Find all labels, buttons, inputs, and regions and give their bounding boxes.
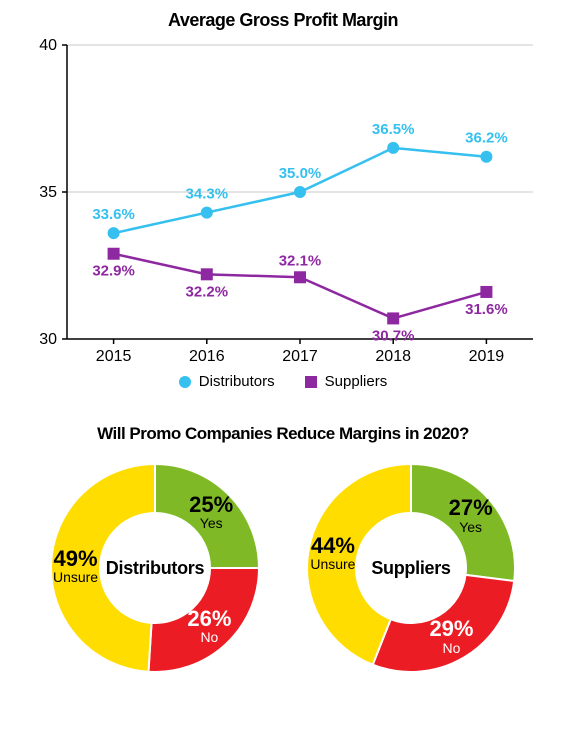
line-chart-svg: 30 35 40 2015 2016 2017 2018 2019 33.6% 34.3% 35.0… <box>23 37 543 367</box>
x-tick-label: 2019 <box>469 348 505 365</box>
donut-chart: 27%Yes29%No44%UnsureSuppliers <box>301 458 521 678</box>
series-point <box>201 268 213 280</box>
donut-center-label: Suppliers <box>301 458 521 678</box>
donut-chart: 25%Yes26%No49%UnsureDistributors <box>45 458 265 678</box>
line-chart: 30 35 40 2015 2016 2017 2018 2019 33.6% 34.3% 35.0… <box>23 37 543 367</box>
series-point <box>201 207 213 219</box>
series-point-label: 32.2% <box>186 283 229 300</box>
x-tick-label: 2016 <box>189 348 225 365</box>
series-point-label: 30.7% <box>372 327 415 344</box>
square-icon <box>305 376 317 388</box>
donut-center-label: Distributors <box>45 458 265 678</box>
series-point-label: 32.9% <box>92 263 135 280</box>
x-tick-label: 2015 <box>96 348 132 365</box>
donut-section: Will Promo Companies Reduce Margins in 2… <box>20 424 546 678</box>
circle-icon <box>179 376 191 388</box>
series-point <box>480 151 492 163</box>
series-point-label: 34.3% <box>186 186 229 203</box>
series-point <box>294 271 306 283</box>
y-tick-label: 30 <box>39 331 57 348</box>
series-point <box>108 227 120 239</box>
legend-item: Distributors <box>179 373 275 390</box>
legend-label: Suppliers <box>325 373 388 390</box>
series-point-label: 32.1% <box>279 252 322 269</box>
series-point-label: 35.0% <box>279 165 322 182</box>
line-chart-legend: Distributors Suppliers <box>20 373 546 390</box>
series-point <box>480 286 492 298</box>
series-point-label: 36.2% <box>465 130 508 147</box>
y-tick-label: 40 <box>39 37 57 54</box>
series-point <box>294 186 306 198</box>
series-point-label: 31.6% <box>465 301 508 318</box>
x-tick-label: 2017 <box>282 348 318 365</box>
series-point <box>108 248 120 260</box>
legend-label: Distributors <box>199 373 275 390</box>
line-chart-title: Average Gross Profit Margin <box>20 10 546 31</box>
legend-item: Suppliers <box>305 373 388 390</box>
series-point <box>387 142 399 154</box>
series-point <box>387 312 399 324</box>
y-tick-label: 35 <box>39 184 57 201</box>
donut-row: 25%Yes26%No49%UnsureDistributors27%Yes29… <box>20 458 546 678</box>
series-point-label: 33.6% <box>92 206 135 223</box>
donut-section-title: Will Promo Companies Reduce Margins in 2… <box>20 424 546 444</box>
x-tick-label: 2018 <box>375 348 411 365</box>
series-point-label: 36.5% <box>372 121 415 138</box>
page: Average Gross Profit Margin 30 35 40 2015 20… <box>0 0 566 698</box>
